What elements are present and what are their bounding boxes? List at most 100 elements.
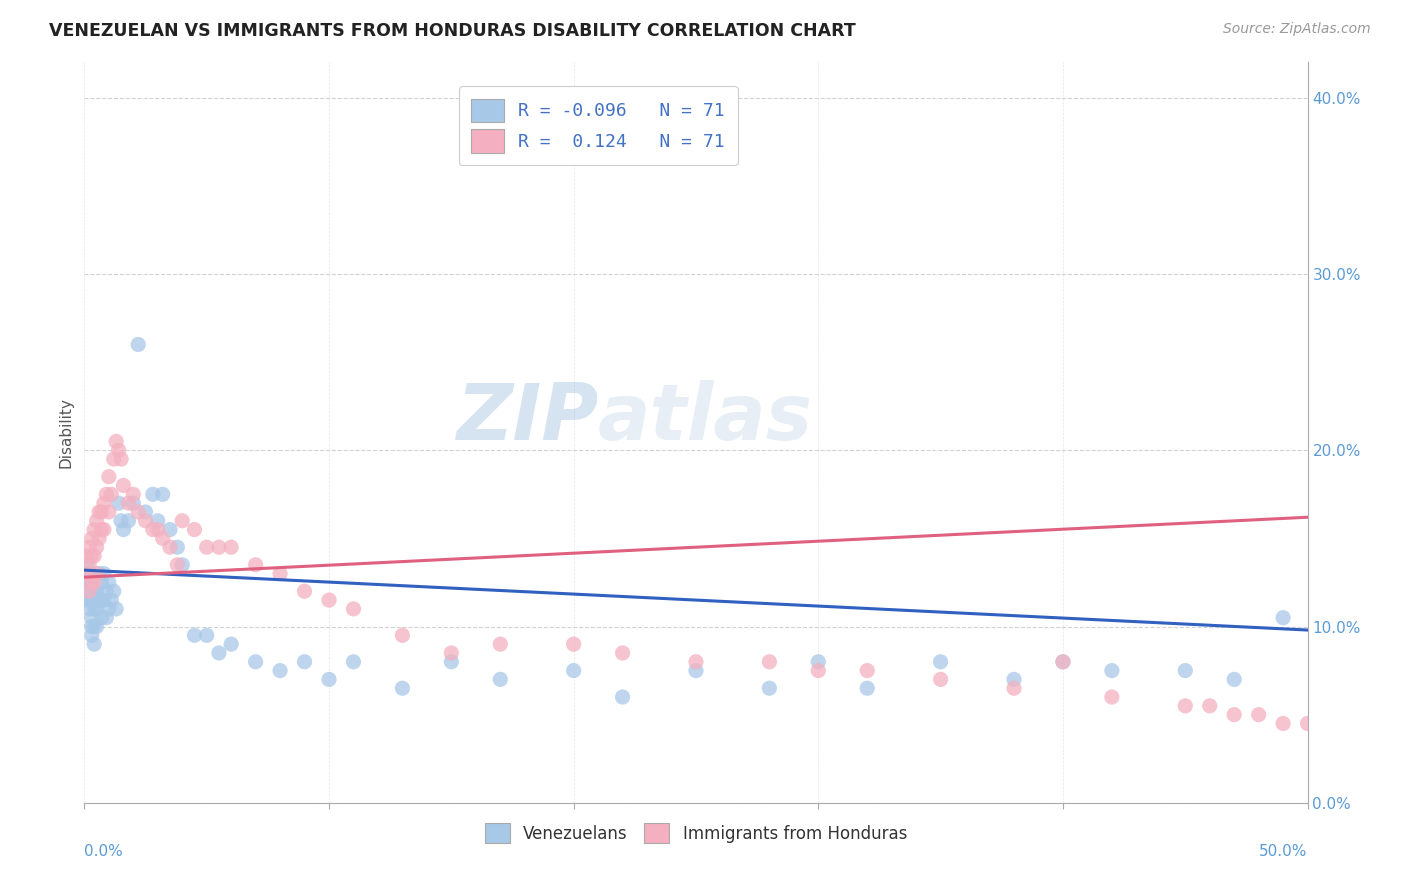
Point [1369, 716, 1392, 731]
Point [100, 593, 122, 607]
Point [105, 602, 128, 616]
Point [1223, 707, 1246, 722]
Point [97, 469, 120, 483]
Point [93, 566, 115, 581]
Point [440, 646, 463, 660]
Point [96, 584, 118, 599]
Point [76, 566, 98, 581]
Point [83, 637, 105, 651]
Point [103, 452, 125, 467]
Point [127, 505, 149, 519]
Point [107, 443, 129, 458]
Text: Source: ZipAtlas.com: Source: ZipAtlas.com [1223, 22, 1371, 37]
Point [1002, 681, 1025, 696]
Point [1101, 690, 1123, 704]
Point [208, 540, 231, 554]
Point [172, 514, 194, 528]
Point [97, 505, 120, 519]
Point [1198, 698, 1220, 713]
Text: atlas: atlas [598, 380, 813, 456]
Point [83, 575, 105, 590]
Point [96, 487, 118, 501]
Point [76, 593, 98, 607]
Point [87, 593, 110, 607]
Text: 50.0%: 50.0% [1260, 844, 1308, 858]
Point [159, 540, 181, 554]
Point [294, 584, 316, 599]
Point [77, 540, 100, 554]
Point [807, 664, 830, 678]
Point [1395, 716, 1406, 731]
Point [110, 514, 132, 528]
Point [90, 505, 112, 519]
Point [117, 514, 139, 528]
Point [219, 540, 242, 554]
Point [391, 628, 413, 642]
Text: 0.0%: 0.0% [84, 844, 124, 858]
Point [318, 673, 340, 687]
Point [807, 655, 830, 669]
Point [1174, 664, 1197, 678]
Point [80, 575, 103, 590]
Point [90, 575, 112, 590]
Point [80, 628, 103, 642]
Point [83, 602, 105, 616]
Point [489, 673, 512, 687]
Point [83, 523, 105, 537]
Point [166, 558, 188, 572]
Point [489, 637, 512, 651]
Point [245, 655, 267, 669]
Point [929, 673, 952, 687]
Point [80, 610, 103, 624]
Point [93, 593, 115, 607]
Point [342, 655, 364, 669]
Point [1002, 673, 1025, 687]
Point [152, 532, 174, 546]
Point [146, 523, 169, 537]
Point [127, 337, 149, 351]
Point [86, 602, 108, 616]
Point [80, 593, 103, 607]
Point [80, 619, 103, 633]
Point [90, 523, 112, 537]
Point [318, 593, 340, 607]
Point [117, 496, 139, 510]
Point [90, 610, 112, 624]
Point [105, 434, 128, 449]
Point [146, 514, 169, 528]
Point [440, 655, 463, 669]
Point [100, 487, 122, 501]
Point [142, 487, 165, 501]
Point [86, 540, 108, 554]
Point [80, 575, 103, 590]
Point [183, 523, 205, 537]
Point [612, 646, 634, 660]
Point [1247, 707, 1270, 722]
Point [77, 584, 100, 599]
Point [77, 593, 100, 607]
Point [183, 628, 205, 642]
Point [77, 566, 100, 581]
Point [83, 549, 105, 563]
Point [269, 566, 291, 581]
Point [87, 505, 110, 519]
Point [80, 549, 103, 563]
Y-axis label: Disability: Disability [58, 397, 73, 468]
Point [86, 584, 108, 599]
Point [1272, 716, 1295, 731]
Point [219, 637, 242, 651]
Point [80, 532, 103, 546]
Point [1320, 716, 1343, 731]
Point [77, 602, 100, 616]
Point [83, 619, 105, 633]
Point [76, 549, 98, 563]
Point [562, 664, 585, 678]
Point [93, 523, 115, 537]
Point [103, 584, 125, 599]
Point [77, 558, 100, 572]
Point [685, 664, 707, 678]
Text: VENEZUELAN VS IMMIGRANTS FROM HONDURAS DISABILITY CORRELATION CHART: VENEZUELAN VS IMMIGRANTS FROM HONDURAS D… [49, 22, 856, 40]
Point [208, 646, 231, 660]
Point [856, 664, 879, 678]
Point [112, 523, 135, 537]
